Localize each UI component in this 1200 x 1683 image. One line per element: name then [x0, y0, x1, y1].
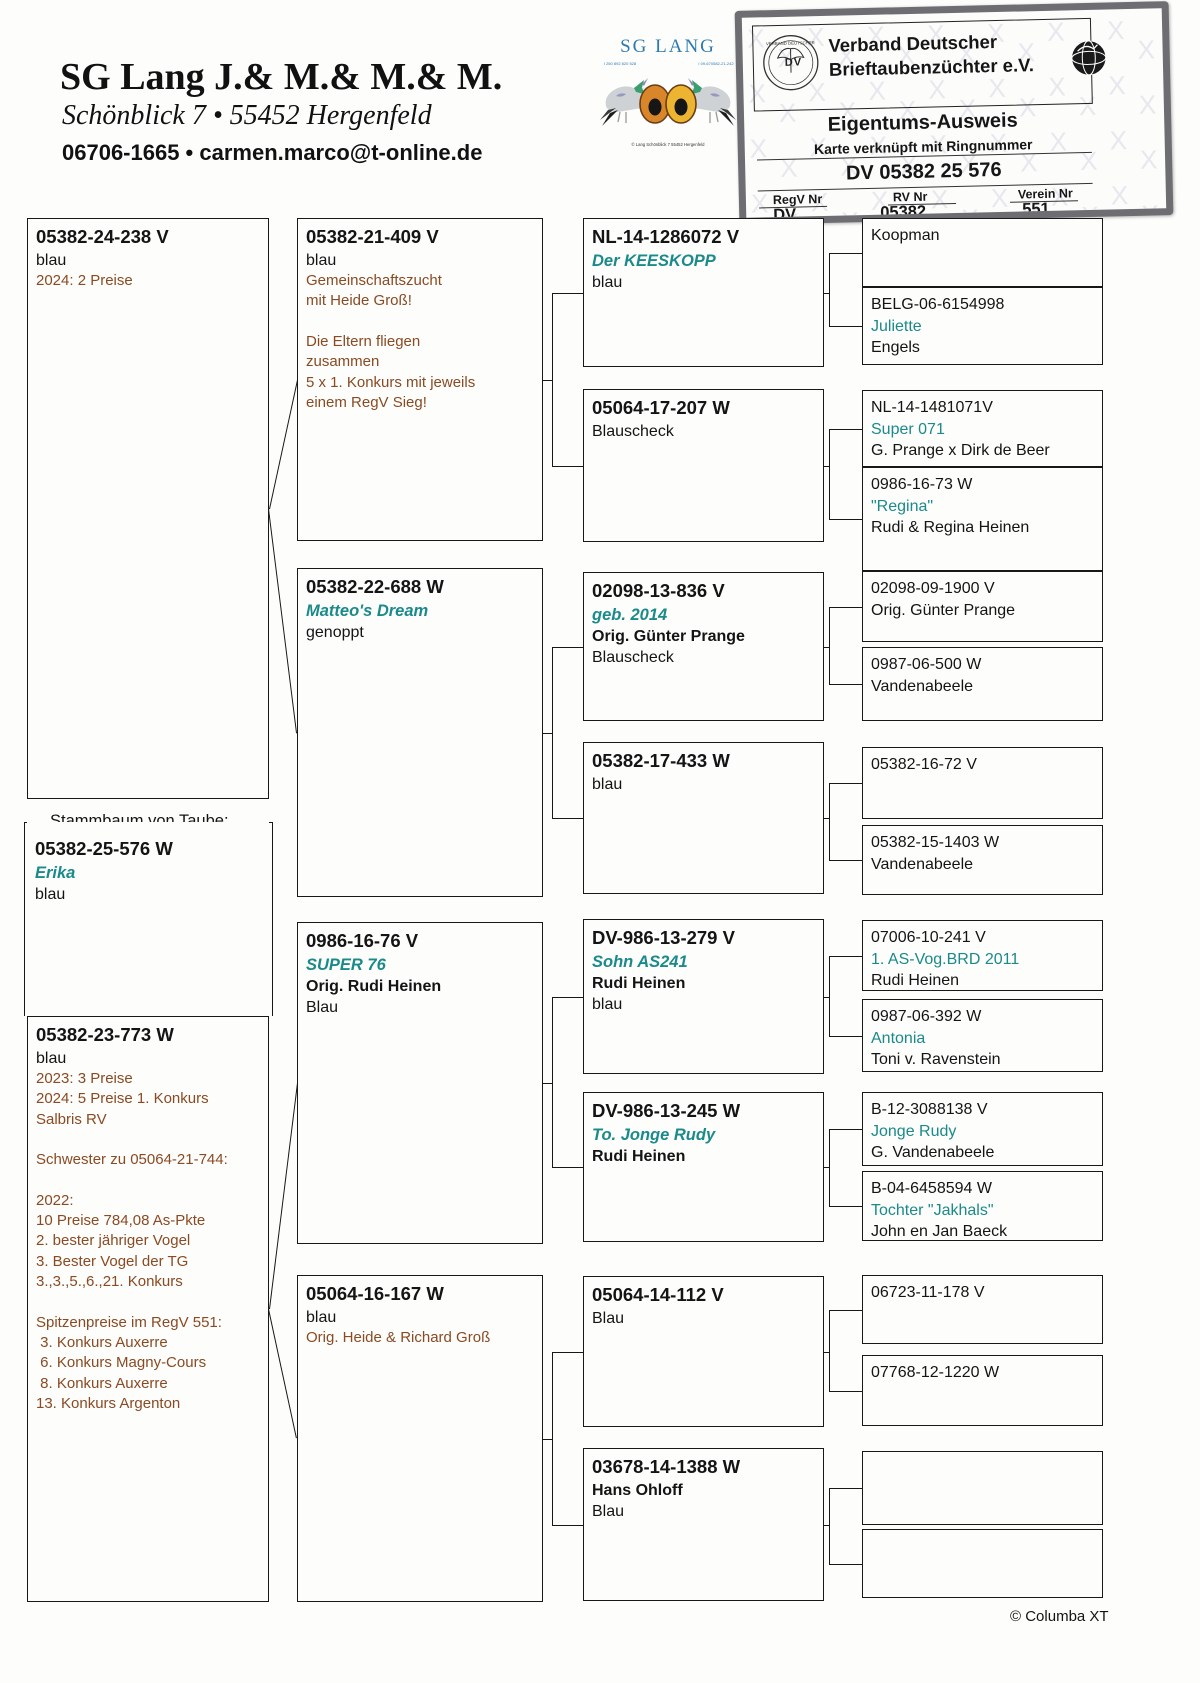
- svg-text:D: D: [785, 57, 793, 69]
- svg-text:SG LANG: SG LANG: [620, 36, 716, 57]
- svg-text:I 09-670582-21-242: I 09-670582-21-242: [698, 61, 734, 66]
- svg-text:© Lang Schönblick 7 55452 Herg: © Lang Schönblick 7 55452 Hergenfeld: [632, 142, 706, 147]
- svg-text:V: V: [794, 56, 802, 68]
- svg-text:I 250 892 820 528: I 250 892 820 528: [604, 61, 637, 66]
- svg-text:VERBAND DEUTSCHER: VERBAND DEUTSCHER: [766, 40, 815, 46]
